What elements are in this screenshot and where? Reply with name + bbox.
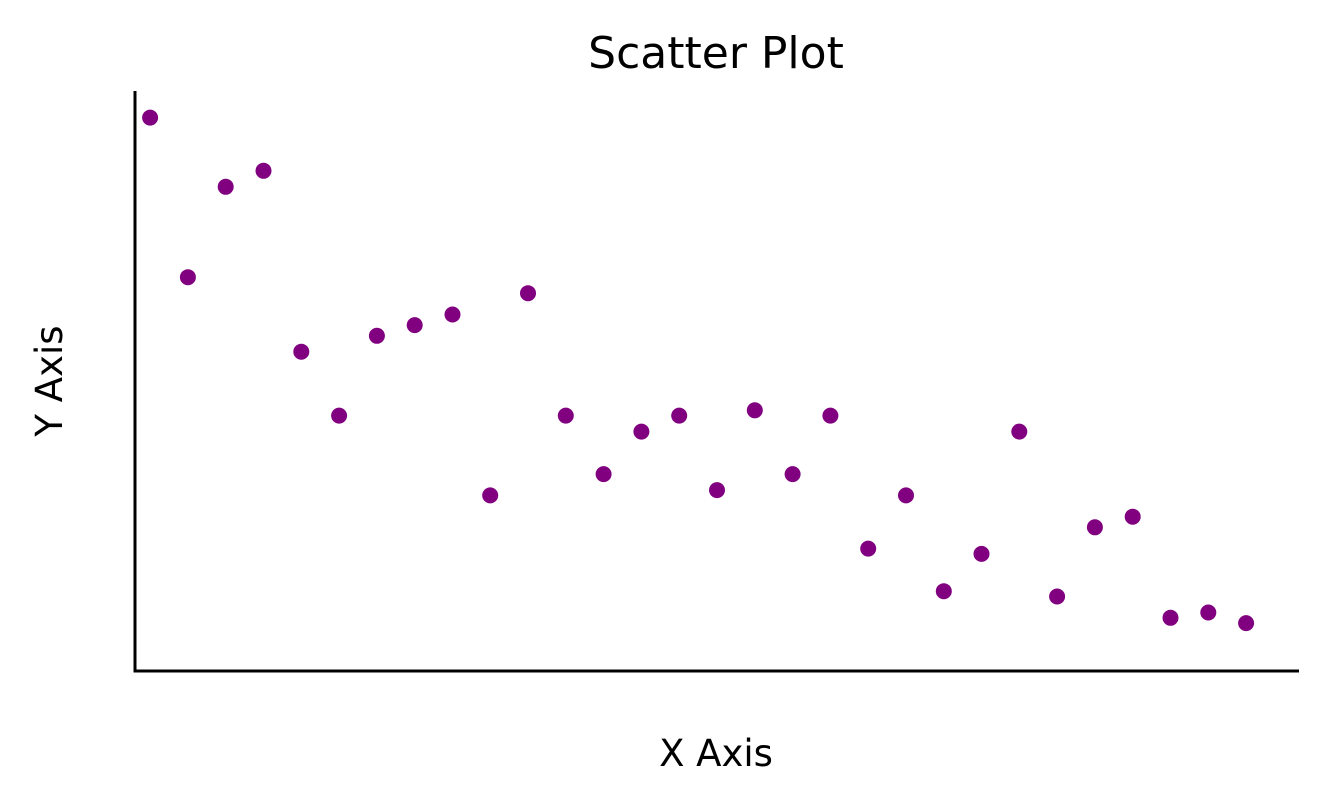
scatter-point	[1049, 588, 1066, 605]
chart-title: Scatter Plot	[588, 28, 844, 79]
scatter-point	[557, 407, 574, 424]
scatter-point	[746, 402, 763, 419]
scatter-point	[822, 407, 839, 424]
x-axis-label: X Axis	[659, 732, 773, 775]
scatter-point	[595, 466, 612, 483]
scatter-point	[860, 540, 877, 557]
scatter-point	[444, 306, 461, 323]
scatter-point	[784, 466, 801, 483]
scatter-point	[142, 109, 159, 126]
scatter-point	[898, 487, 914, 504]
scatter-point	[1200, 604, 1217, 621]
scatter-point	[368, 327, 385, 344]
scatter-point	[1124, 508, 1141, 525]
y-axis-label: Y Axis	[28, 325, 71, 437]
scatter-point	[671, 407, 688, 424]
scatter-point	[217, 178, 234, 195]
scatter-point	[1086, 519, 1103, 536]
scatter-point	[709, 482, 725, 499]
scatter-point	[293, 343, 310, 360]
scatter-point	[179, 269, 196, 286]
scatter-point	[973, 545, 990, 562]
scatter-point	[255, 162, 272, 179]
scatter-point	[633, 423, 650, 440]
scatter-point	[1011, 423, 1028, 440]
data-points	[142, 109, 1255, 632]
scatter-point	[935, 583, 952, 600]
scatter-point	[482, 487, 499, 504]
scatter-point	[1238, 615, 1255, 632]
scatter-point	[1162, 609, 1179, 626]
scatter-point	[406, 317, 423, 334]
scatter-point	[520, 285, 536, 302]
scatter-point	[331, 407, 348, 424]
